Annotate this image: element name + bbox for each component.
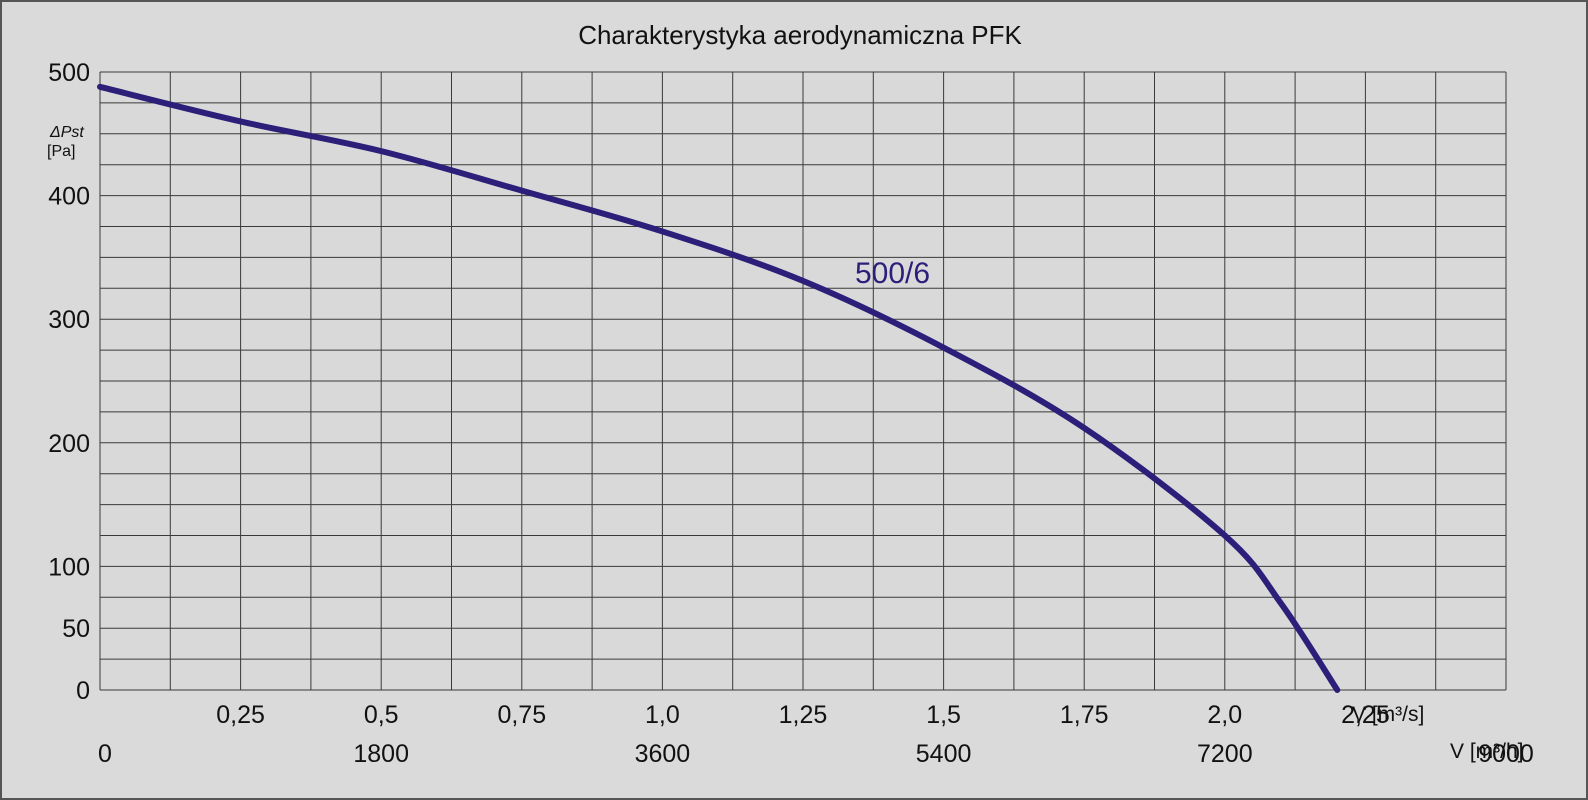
y-tick-label: 500 xyxy=(48,59,90,87)
y-tick-label: 300 xyxy=(48,306,90,334)
x2-ticks: 0 1800 3600 5400 7200 9000 xyxy=(98,740,1534,768)
series: 500/6 xyxy=(97,83,1341,693)
x2-tick-label: 5400 xyxy=(916,740,972,768)
y-tick-label: 400 xyxy=(48,183,90,211)
chart-title: Charakterystyka aerodynamiczna PFK xyxy=(578,20,1022,50)
x-tick-label: 0,5 xyxy=(364,701,399,729)
x-ticks: 0,25 0,5 0,75 1,0 1,25 1,5 1,75 2,0 2,25 xyxy=(216,701,1389,729)
y-tick-label: 100 xyxy=(48,553,90,581)
y-axis-label-unit: [Pa] xyxy=(47,143,75,160)
x2-tick-label: 1800 xyxy=(353,740,409,768)
series-label: 500/6 xyxy=(855,257,930,290)
x-tick-label: 0,75 xyxy=(497,701,546,729)
y-axis-label-symbol: ΔPst xyxy=(49,124,84,141)
y-tick-label: 50 xyxy=(62,615,90,643)
y-tick-label: 200 xyxy=(48,430,90,458)
x2-axis-label: V [m³/h] xyxy=(1450,740,1524,763)
y-tick-label: 0 xyxy=(76,677,90,705)
x2-tick-label: 7200 xyxy=(1197,740,1253,768)
x-tick-label: 1,5 xyxy=(926,701,961,729)
x-tick-label: 1,0 xyxy=(645,701,680,729)
x2-tick-label: 3600 xyxy=(635,740,691,768)
x-tick-label: 2,0 xyxy=(1207,701,1242,729)
x2-tick-label: 9000 xyxy=(1478,740,1534,768)
x-tick-label: 1,75 xyxy=(1060,701,1109,729)
x-tick-label: 1,25 xyxy=(779,701,828,729)
x-tick-label: 0,25 xyxy=(216,701,265,729)
x-axis-label: V [m³/s] xyxy=(1352,703,1424,726)
x2-tick-label: 0 xyxy=(98,740,112,768)
series-line-500-6 xyxy=(97,83,1341,693)
x-tick-label: 2,25 xyxy=(1341,701,1390,729)
grid xyxy=(99,71,1507,691)
